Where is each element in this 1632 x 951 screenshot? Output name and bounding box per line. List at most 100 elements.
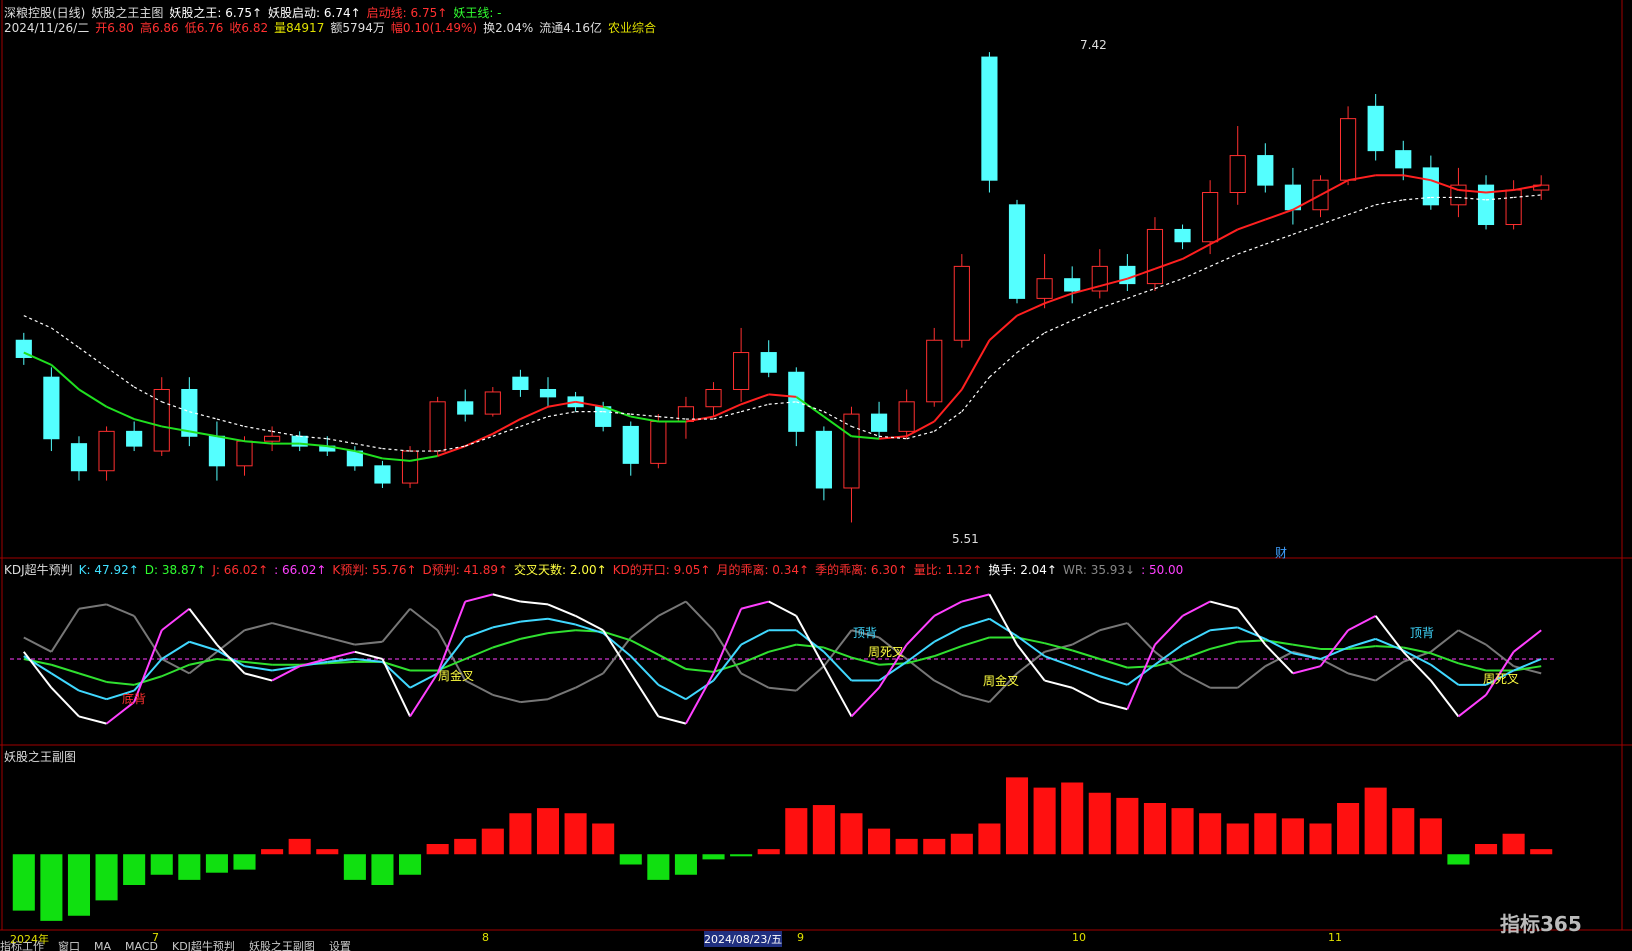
- sub-header: 妖股之王副图: [4, 750, 77, 764]
- header-item: 收6.82: [229, 21, 269, 35]
- line-segment: [1347, 645, 1376, 650]
- line-segment: [850, 687, 880, 718]
- line-segment: [1237, 626, 1266, 640]
- bar: [674, 854, 697, 875]
- line-segment: [1457, 629, 1487, 646]
- candle-body: [1422, 167, 1439, 206]
- line-segment: [960, 339, 991, 390]
- bar: [371, 854, 394, 885]
- bar: [1005, 777, 1029, 855]
- bar: [895, 838, 918, 855]
- line-segment: [1016, 635, 1046, 657]
- candle-body: [1036, 278, 1053, 299]
- header-item: 2024/11/26/二: [4, 21, 90, 35]
- line-segment: [1265, 233, 1294, 245]
- candle-body: [815, 430, 832, 489]
- bar: [1337, 803, 1360, 855]
- line-segment: [851, 435, 880, 440]
- kdj-item: K预判: 55.76↑: [332, 563, 417, 577]
- candle-body: [1146, 228, 1164, 285]
- candle-body: [1505, 189, 1522, 226]
- line-segment: [50, 687, 80, 718]
- candle-body: [181, 388, 198, 437]
- tab[interactable]: MACD: [125, 940, 158, 951]
- line-segment: [1044, 292, 1073, 305]
- tab[interactable]: 妖股之王副图: [248, 940, 315, 951]
- tab[interactable]: MA: [94, 940, 112, 951]
- line-segment: [1513, 194, 1542, 199]
- line-segment: [685, 600, 715, 631]
- line-segment: [244, 425, 273, 432]
- line-segment: [1099, 658, 1128, 669]
- line-segment: [630, 615, 659, 639]
- line-segment: [1044, 642, 1073, 652]
- tab[interactable]: KDJ超牛预判: [172, 940, 235, 951]
- line-segment: [1154, 258, 1183, 270]
- line-segment: [465, 435, 494, 447]
- line-segment: [1319, 629, 1349, 667]
- bar: [1281, 818, 1304, 855]
- line-segment: [740, 672, 770, 689]
- line-segment: [1236, 608, 1267, 646]
- line-segment: [382, 457, 411, 462]
- candle-body: [236, 440, 253, 467]
- header-item: 流通4.16亿: [539, 21, 602, 35]
- line-segment: [409, 454, 438, 462]
- line-segment: [133, 658, 163, 692]
- tab[interactable]: 指标工作: [0, 940, 44, 951]
- line-segment: [437, 445, 466, 452]
- line-segment: [436, 601, 467, 674]
- bar: [1474, 844, 1498, 855]
- candle-body: [512, 376, 529, 390]
- line-segment: [768, 393, 797, 398]
- line-segment: [1099, 675, 1128, 686]
- header-item: 妖王线: -: [453, 6, 502, 20]
- line-segment: [933, 679, 963, 696]
- bar: [730, 854, 753, 857]
- bar: [288, 838, 311, 855]
- line-segment: [712, 644, 742, 682]
- line-segment: [78, 388, 108, 408]
- tab-bar: 指标工作 窗口 MA MACD KDJ超牛预判 妖股之王副图 设置: [0, 938, 1632, 951]
- bar: [67, 854, 91, 916]
- line-segment: [1182, 243, 1211, 260]
- candle-body: [953, 265, 970, 341]
- line-segment: [23, 351, 52, 366]
- line-segment: [327, 445, 356, 453]
- line-segment: [961, 376, 990, 413]
- date-label: 2024/08/23/五: [704, 931, 783, 947]
- line-segment: [1485, 196, 1514, 201]
- line-segment: [879, 662, 907, 666]
- line-segment: [1375, 637, 1404, 652]
- line-segment: [1485, 189, 1514, 194]
- line-segment: [575, 400, 604, 408]
- line-segment: [492, 637, 521, 649]
- line-segment: [244, 660, 273, 666]
- line-segment: [768, 686, 797, 692]
- kdj-item: D预判: 41.89↑: [422, 563, 509, 577]
- line-segment: [244, 665, 273, 672]
- line-segment: [1182, 648, 1211, 660]
- line-segment: [1154, 615, 1184, 646]
- kdj-item: K: 47.92↑: [78, 563, 139, 577]
- line-segment: [327, 658, 355, 663]
- bar: [1419, 818, 1442, 855]
- line-segment: [106, 680, 135, 686]
- line-segment: [1071, 665, 1101, 678]
- line-segment: [740, 393, 770, 406]
- line-segment: [575, 623, 604, 635]
- line-segment: [712, 608, 743, 674]
- line-segment: [961, 636, 990, 648]
- line-segment: [1347, 637, 1376, 649]
- line-segment: [961, 593, 990, 603]
- line-segment: [1457, 694, 1487, 718]
- line-segment: [1347, 672, 1376, 682]
- tab[interactable]: 设置: [328, 940, 351, 951]
- line-segment: [1375, 199, 1404, 206]
- candle-body: [622, 425, 639, 464]
- tab[interactable]: 窗口: [58, 940, 80, 951]
- bar: [316, 849, 339, 855]
- kdj-item: WR: 35.93↓: [1063, 563, 1136, 577]
- line-segment: [216, 643, 246, 675]
